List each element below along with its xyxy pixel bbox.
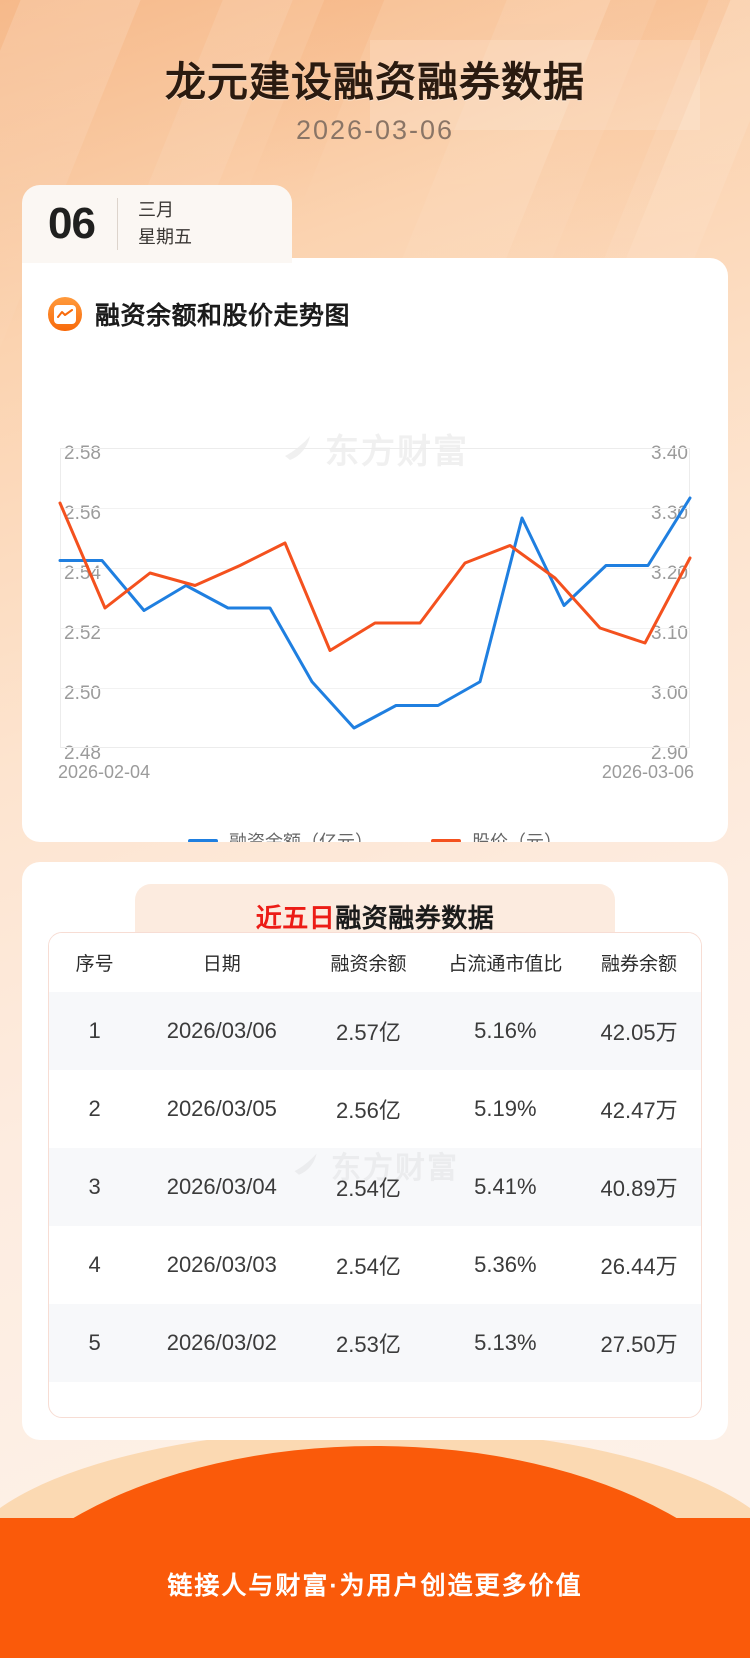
x-tick-end: 2026-03-06 — [601, 762, 694, 782]
table-cell: 5 — [49, 1304, 141, 1382]
chart-card: 融资余额和股价走势图 东方财富 2.58 2.56 2.54 2.52 2.50… — [22, 258, 728, 842]
table-cell: 2.57亿 — [303, 992, 434, 1070]
page-subtitle: 2026-03-06 — [295, 115, 455, 145]
legend-item-price[interactable]: 股价（元） — [431, 828, 562, 842]
table-cell: 2.56亿 — [303, 1070, 434, 1148]
date-day: 06 — [48, 199, 96, 248]
table-header-row: 序号 日期 融资余额 占流通市值比 融券余额 — [49, 933, 701, 992]
chart-legend: 融资余额（亿元） 股价（元） — [22, 828, 728, 842]
column-header-securities-balance: 融券余额 — [577, 933, 701, 992]
table-cell: 2.54亿 — [303, 1148, 434, 1226]
table-cell: 2026/03/04 — [140, 1148, 304, 1226]
table-cell: 2026/03/06 — [140, 992, 304, 1070]
table-cell: 4 — [49, 1226, 141, 1304]
table-cell: 5.36% — [433, 1226, 578, 1304]
table-cell: 1 — [49, 992, 141, 1070]
chart-series-svg — [58, 496, 692, 730]
date-month: 三月 — [137, 200, 174, 221]
column-header-financing-balance: 融资余额 — [303, 933, 434, 992]
legend-label-price: 股价（元） — [472, 832, 562, 842]
table-body: 1 2026/03/06 2.57亿 5.16% 42.05万 2 2026/03/05 2.… — [49, 992, 701, 1382]
table-cell: 42.47万 — [577, 1070, 701, 1148]
table-cell: 2026/03/02 — [140, 1304, 304, 1382]
legend-label-financing: 融资余额（亿元） — [229, 832, 373, 842]
legend-swatch-financing — [188, 839, 218, 842]
legend-item-financing[interactable]: 融资余额（亿元） — [188, 828, 373, 842]
gridline — [61, 628, 689, 629]
table-title-highlight: 近五日 — [255, 902, 336, 933]
table-cell: 27.50万 — [577, 1304, 701, 1382]
decor-band — [370, 40, 700, 130]
table-row: 3 2026/03/04 2.54亿 5.41% 40.89万 — [49, 1148, 701, 1226]
gridline — [61, 568, 689, 569]
data-table: 序号 日期 融资余额 占流通市值比 融券余额 1 2026/03/06 2.57亿 5… — [49, 933, 701, 1382]
series-line-price — [58, 501, 692, 652]
y-right-tick: 2.90 — [651, 743, 688, 764]
table-cell: 26.44万 — [577, 1226, 701, 1304]
y-left-tick: 2.48 — [64, 743, 101, 764]
footer-slogan: 链接人与财富·为用户创造更多价值 — [167, 1572, 583, 1600]
gridline — [61, 508, 689, 509]
legend-swatch-price — [431, 839, 461, 842]
table-cell: 40.89万 — [577, 1148, 701, 1226]
gridline — [61, 688, 689, 689]
table-cell: 5.41% — [433, 1148, 578, 1226]
table-cell: 2.54亿 — [303, 1226, 434, 1304]
table-cell: 2.53亿 — [303, 1304, 434, 1382]
date-tab: 06 三月 星期五 — [22, 185, 292, 263]
table-title-rest: 融资融券数据 — [335, 902, 495, 933]
series-line-financing — [58, 496, 692, 730]
table-row: 4 2026/03/03 2.54亿 5.36% 26.44万 — [49, 1226, 701, 1304]
date-divider — [116, 198, 118, 250]
column-header-market-cap-ratio: 占流通市值比 — [433, 933, 578, 992]
table-cell: 2026/03/03 — [140, 1226, 304, 1304]
chart-plot-area: 东方财富 2.58 2.56 2.54 2.52 2.50 2.48 3.40 … — [22, 332, 728, 842]
table-row: 5 2026/03/02 2.53亿 5.13% 27.50万 — [49, 1304, 701, 1382]
footer: 链接人与财富·为用户创造更多价值 — [0, 1428, 750, 1658]
table-cell: 5.13% — [433, 1304, 578, 1382]
table-cell: 3 — [49, 1148, 141, 1226]
footer-fill — [0, 1518, 750, 1658]
zigzag-glyph — [57, 308, 73, 318]
trend-chart-icon — [48, 297, 82, 331]
x-tick-start: 2026-02-04 — [58, 762, 151, 782]
table-cell: 2 — [49, 1070, 141, 1148]
plot-frame — [60, 448, 690, 748]
table-cell: 5.19% — [433, 1070, 578, 1148]
table-row: 1 2026/03/06 2.57亿 5.16% 42.05万 — [49, 992, 701, 1070]
table-cell: 5.16% — [433, 992, 578, 1070]
date-weekday: 星期五 — [137, 227, 192, 247]
table-row: 2 2026/03/05 2.56亿 5.19% 42.47万 — [49, 1070, 701, 1148]
chart-card-header: 融资余额和股价走势图 — [22, 258, 728, 332]
page-title: 龙元建设融资融券数据 — [165, 59, 585, 105]
table-cell: 42.05万 — [577, 992, 701, 1070]
chart-heading: 融资余额和股价走势图 — [95, 302, 351, 330]
column-header-index: 序号 — [49, 933, 141, 992]
table-cell: 2026/03/05 — [140, 1070, 304, 1148]
data-table-wrapper: 东方财富 序号 日期 融资余额 占流通市值比 融券余额 12026/03/062… — [48, 932, 702, 1418]
column-header-date: 日期 — [140, 933, 304, 992]
